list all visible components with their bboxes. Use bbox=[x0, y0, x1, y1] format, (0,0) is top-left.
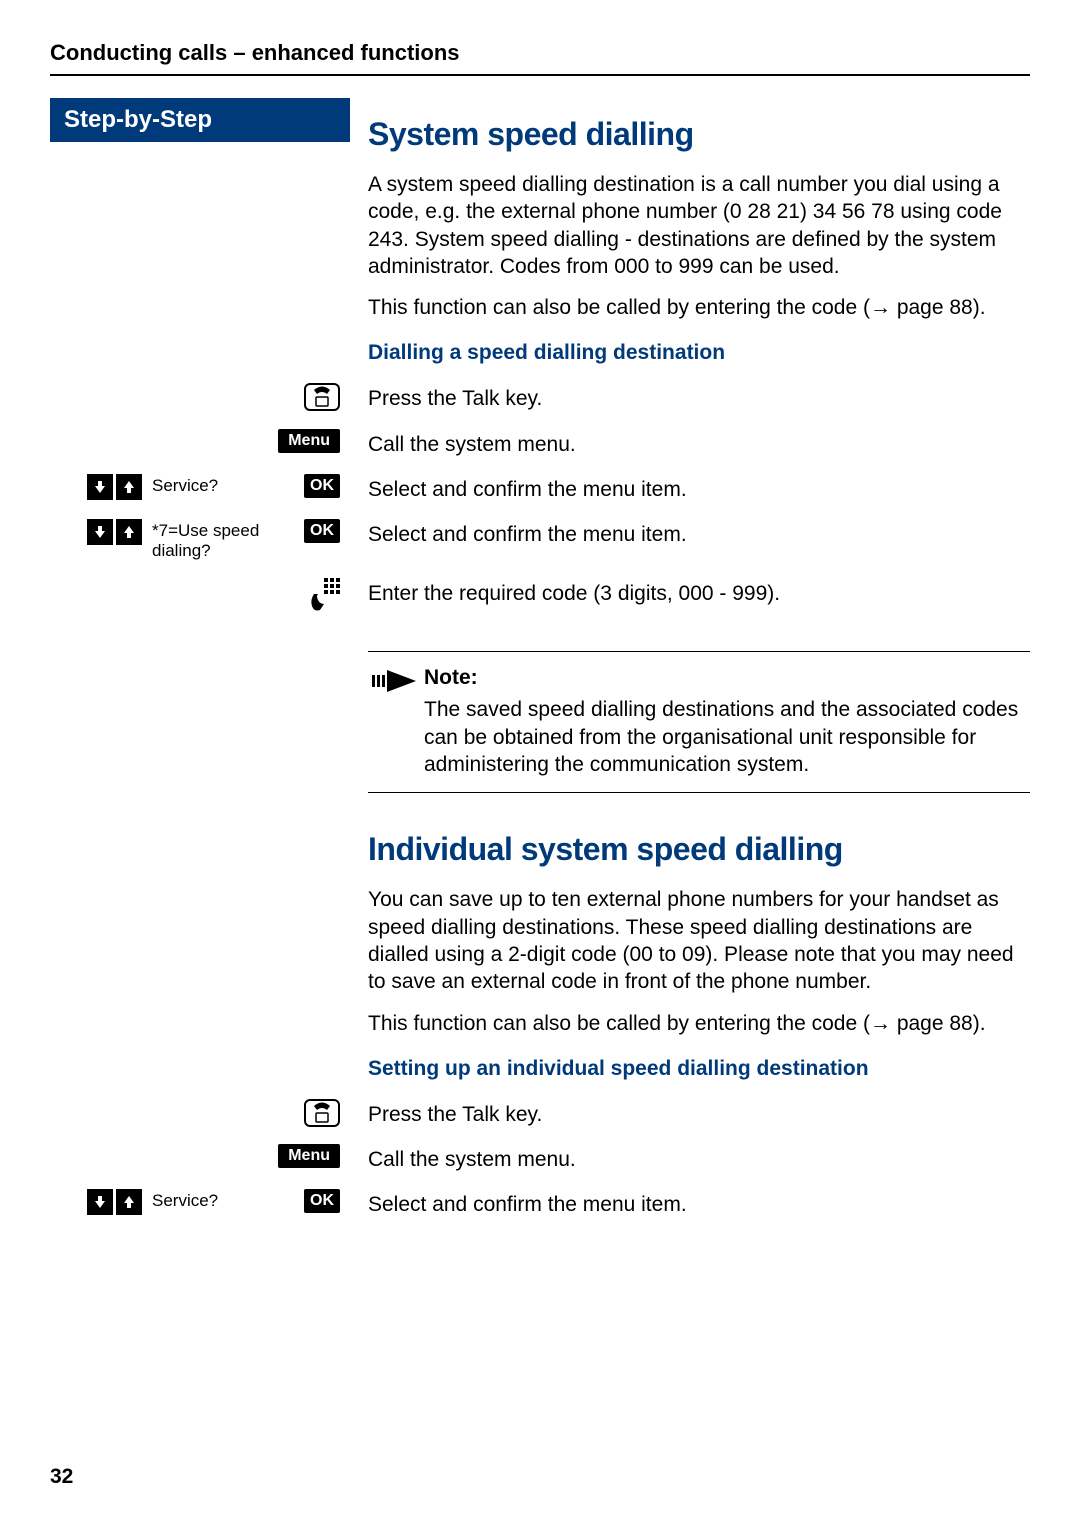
step-left bbox=[50, 578, 350, 617]
section1-subheading: Dialling a speed dialling destination bbox=[368, 341, 1030, 365]
arrow-right-icon: → bbox=[870, 1012, 891, 1035]
step-text: Enter the required code (3 digits, 000 -… bbox=[350, 578, 1030, 607]
menu-item-text: *7=Use speed dialing? bbox=[148, 519, 298, 562]
down-arrow-icon bbox=[87, 1189, 113, 1215]
section1-heading: System speed dialling bbox=[368, 116, 1030, 153]
ok-button-label: OK bbox=[304, 519, 340, 543]
menu-item-text: Service? bbox=[148, 474, 298, 498]
section2-subheading: Setting up an individual speed dialling … bbox=[368, 1057, 1030, 1081]
top-columns: Step-by-Step System speed dialling A sys… bbox=[50, 98, 1030, 383]
note-title: Note: bbox=[424, 666, 1030, 690]
note-pointer-icon bbox=[368, 666, 424, 778]
menu-button-label: Menu bbox=[278, 429, 340, 453]
down-arrow-icon bbox=[87, 474, 113, 500]
step-left: Service? OK bbox=[50, 474, 350, 500]
note-wrap: Note: The saved speed dialling destinati… bbox=[50, 633, 1030, 803]
step-text: Call the system menu. bbox=[350, 429, 1030, 458]
keypad-icon bbox=[310, 578, 340, 617]
right-column: System speed dialling A system speed dia… bbox=[350, 98, 1030, 383]
step-left: Menu bbox=[50, 429, 350, 453]
note-text: The saved speed dialling destinations an… bbox=[424, 696, 1030, 778]
section1-para2-prefix: This function can also be called by ente… bbox=[368, 296, 870, 319]
nav-arrows bbox=[87, 474, 142, 500]
section2-heading: Individual system speed dialling bbox=[368, 831, 1030, 868]
page: Conducting calls – enhanced functions St… bbox=[0, 0, 1080, 1529]
step-row: Menu Call the system menu. bbox=[50, 429, 1030, 458]
page-number: 32 bbox=[50, 1465, 73, 1489]
step-text: Call the system menu. bbox=[350, 1144, 1030, 1173]
step-row: *7=Use speed dialing? OK Select and conf… bbox=[50, 519, 1030, 562]
header-rule bbox=[50, 74, 1030, 76]
left-column: Step-by-Step bbox=[50, 98, 350, 383]
nav-arrows bbox=[87, 519, 142, 545]
nav-arrows bbox=[87, 1189, 142, 1215]
step-row: Press the Talk key. bbox=[50, 1099, 1030, 1128]
step-left bbox=[50, 383, 350, 411]
step-text: Select and confirm the menu item. bbox=[350, 1189, 1030, 1218]
step-left: Service? OK bbox=[50, 1189, 350, 1215]
down-arrow-icon bbox=[87, 519, 113, 545]
up-arrow-icon bbox=[116, 474, 142, 500]
section1-para2: This function can also be called by ente… bbox=[368, 294, 1030, 321]
step-row: Service? OK Select and confirm the menu … bbox=[50, 474, 1030, 503]
section1-para2-suffix: page 88). bbox=[891, 296, 986, 319]
section2-columns: Individual system speed dialling You can… bbox=[50, 803, 1030, 1098]
ok-button-label: OK bbox=[304, 1189, 340, 1213]
section2-para2-suffix: page 88). bbox=[891, 1012, 986, 1035]
note-block: Note: The saved speed dialling destinati… bbox=[368, 651, 1030, 793]
up-arrow-icon bbox=[116, 1189, 142, 1215]
page-header-title: Conducting calls – enhanced functions bbox=[50, 40, 1030, 74]
ok-button-label: OK bbox=[304, 474, 340, 498]
menu-item-text: Service? bbox=[148, 1189, 298, 1213]
step-left: *7=Use speed dialing? OK bbox=[50, 519, 350, 562]
step-left: Menu bbox=[50, 1144, 350, 1168]
step-text: Press the Talk key. bbox=[350, 383, 1030, 412]
step-row: Press the Talk key. bbox=[50, 383, 1030, 412]
step-text: Press the Talk key. bbox=[350, 1099, 1030, 1128]
menu-button-label: Menu bbox=[278, 1144, 340, 1168]
section2-para1: You can save up to ten external phone nu… bbox=[368, 886, 1030, 995]
talk-key-icon bbox=[304, 1099, 340, 1127]
step-text: Select and confirm the menu item. bbox=[350, 474, 1030, 503]
section1-para1: A system speed dialling destination is a… bbox=[368, 171, 1030, 280]
step-row: Enter the required code (3 digits, 000 -… bbox=[50, 578, 1030, 617]
section1-steps: Press the Talk key. Menu Call the system… bbox=[50, 383, 1030, 617]
up-arrow-icon bbox=[116, 519, 142, 545]
step-text: Select and confirm the menu item. bbox=[350, 519, 1030, 548]
section2-para2: This function can also be called by ente… bbox=[368, 1010, 1030, 1037]
section2-para2-prefix: This function can also be called by ente… bbox=[368, 1012, 870, 1035]
talk-key-icon bbox=[304, 383, 340, 411]
arrow-right-icon: → bbox=[870, 296, 891, 319]
step-row: Service? OK Select and confirm the menu … bbox=[50, 1189, 1030, 1218]
step-left bbox=[50, 1099, 350, 1127]
step-by-step-banner: Step-by-Step bbox=[50, 98, 350, 142]
section2-steps: Press the Talk key. Menu Call the system… bbox=[50, 1099, 1030, 1219]
step-row: Menu Call the system menu. bbox=[50, 1144, 1030, 1173]
